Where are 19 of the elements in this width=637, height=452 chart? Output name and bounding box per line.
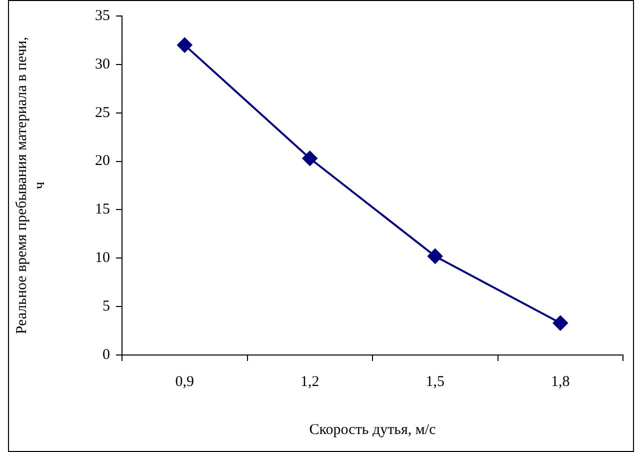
point (428, 248, 443, 264)
y-tick-label: 20 (95, 153, 110, 170)
point (177, 38, 192, 53)
y-tick-label: 15 (95, 202, 110, 218)
point (552, 316, 568, 331)
frame: Скорость дутья, м/с Реальное время пребывания материала в печи, ч 0,9 1,2 1,5 1,8 0 5 10 15 20 25 30 35 (8, 0, 634, 452)
x-tick-label: 0,9 (175, 374, 194, 390)
point (302, 150, 318, 166)
y-axis-title: Реальное время пребывания материала в печи, ч (14, 36, 48, 334)
x-tick-label: 1,5 (426, 374, 444, 390)
y-tick-label: 30 (95, 56, 110, 72)
y-tick-label: 5 (102, 298, 110, 315)
y-tick-label: 35 (95, 8, 110, 24)
x-tick-label: 1,2 (300, 374, 320, 390)
y-tick-label: 10 (95, 250, 110, 266)
y-tick-label: 25 (95, 104, 110, 121)
x-tick-label: 1,8 (551, 374, 570, 390)
x-axis-title: Скорость дутья, м/с (309, 422, 436, 438)
y-tick-label: 0 (102, 346, 110, 363)
